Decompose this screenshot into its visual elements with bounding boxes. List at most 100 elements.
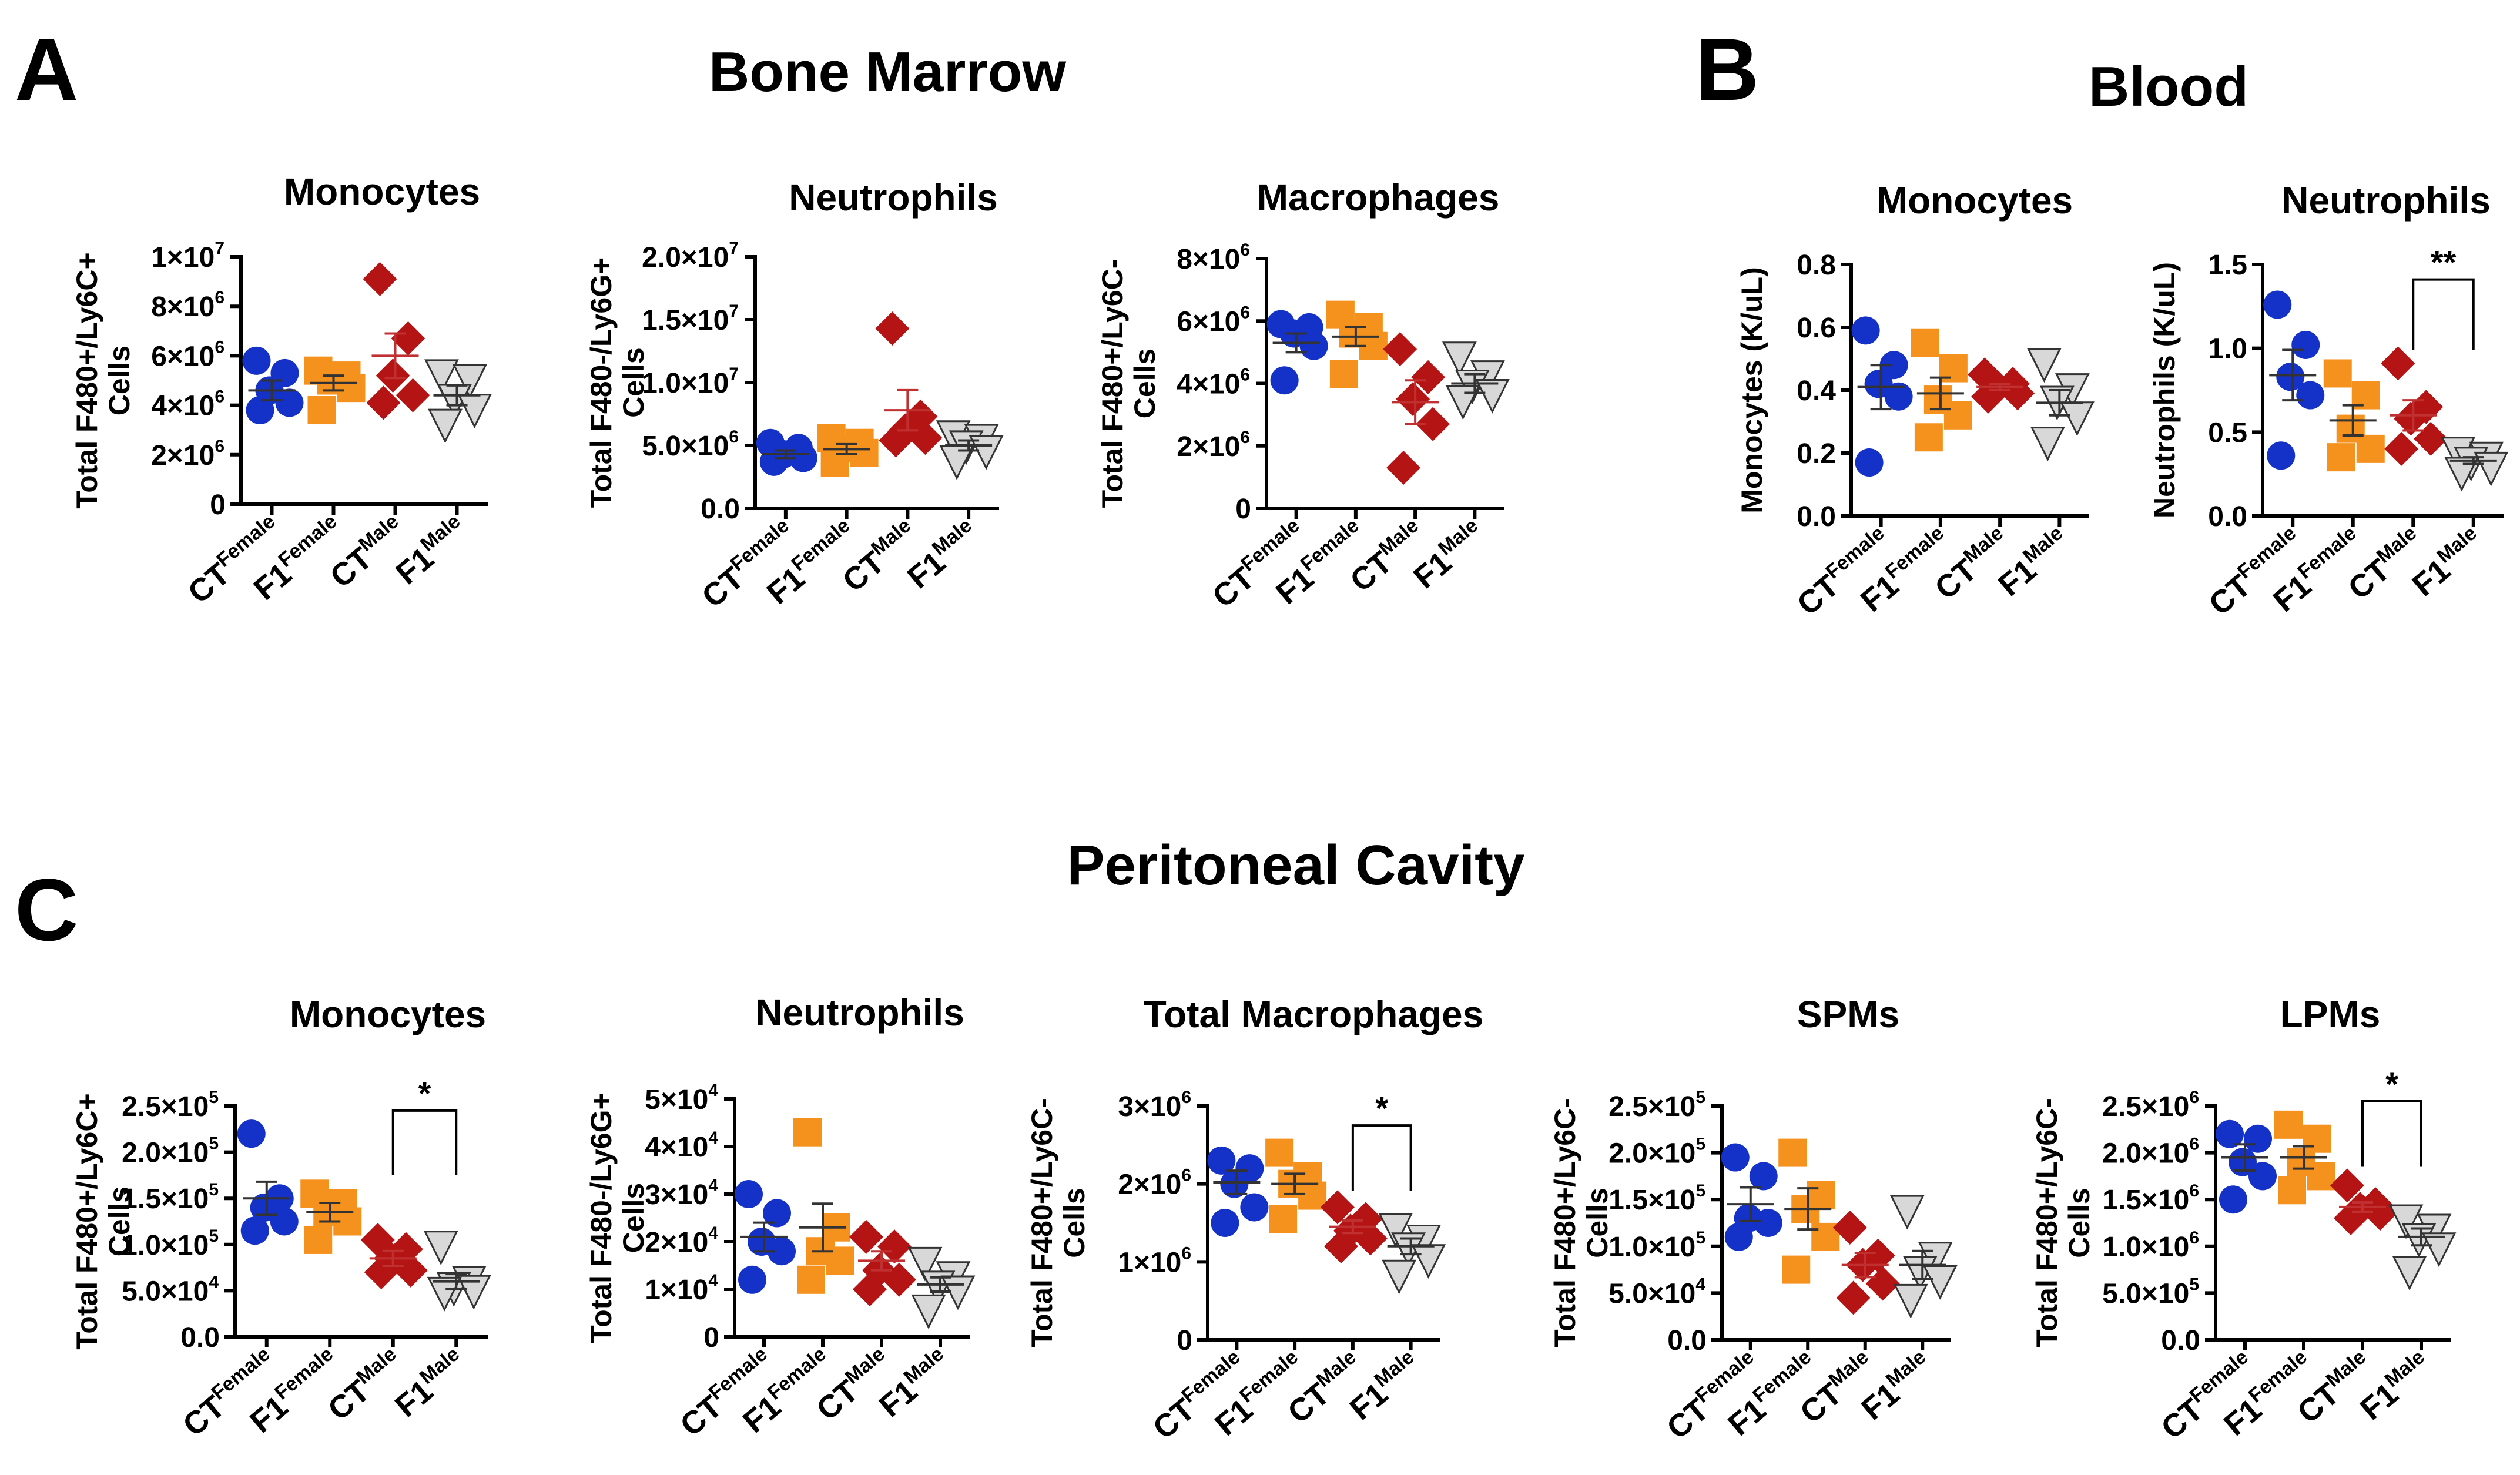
y-tick-label: 2×106 — [151, 437, 224, 471]
data-point-ct-female — [275, 388, 304, 417]
data-point-ct-female — [1721, 1143, 1750, 1172]
significance-bracket — [1351, 1124, 1412, 1191]
y-tick-label: 1.0×105 — [1608, 1228, 1705, 1263]
y-tick-label: 8×106 — [1177, 240, 1250, 275]
y-axis-label: Cells — [1581, 1188, 1614, 1258]
data-point-ct-female — [2276, 363, 2305, 391]
data-point-f1-male — [1889, 1195, 1925, 1230]
data-point-ct-male — [2384, 431, 2419, 466]
y-tick-label: 6×106 — [151, 337, 224, 372]
y-axis-label: Cells — [617, 347, 650, 418]
y-axis-label: Total F480-/Ly6G+ — [585, 257, 618, 508]
y-tick-label: 1.0 — [2208, 334, 2247, 365]
chart-title: LPMs — [2280, 993, 2381, 1035]
chart-title: Monocytes — [1876, 179, 2073, 222]
data-point-ct-female — [2216, 1119, 2244, 1148]
data-point-ct-male — [1386, 450, 1421, 485]
data-point-ct-male — [393, 1253, 428, 1288]
data-point-ct-male — [2394, 401, 2428, 436]
charts-layer: Monocytes 0 2×106 4×106 6×106 8×106 1×107 Total… — [71, 170, 2509, 1446]
data-point-ct-female — [2244, 1124, 2272, 1153]
data-point-ct-male — [1323, 1229, 1358, 1263]
y-tick-label: 4×104 — [645, 1128, 718, 1163]
y-axis-label: Cells — [617, 1183, 650, 1253]
data-point-ct-female — [768, 1237, 796, 1266]
chart-1: Neutrophils 0.0 5.0×106 1.0×107 1.5×107 2.0×1… — [585, 176, 1004, 615]
y-tick-label: 2.5×105 — [122, 1088, 219, 1122]
data-point-ct-male — [2330, 1168, 2364, 1203]
data-point-f1-male — [1382, 1259, 1417, 1295]
y-tick-label: 3×106 — [1118, 1088, 1191, 1122]
y-tick-label: 0.0 — [701, 494, 740, 525]
data-point-ct-female — [2229, 1148, 2257, 1176]
y-tick-label: 0 — [703, 1322, 719, 1353]
data-point-ct-male — [1865, 1266, 1900, 1301]
data-point-ct-male — [1353, 1221, 1388, 1256]
significance-label: * — [1375, 1090, 1388, 1127]
data-point-f1-female — [1265, 1138, 1294, 1167]
y-tick-label: 0.0 — [2208, 501, 2247, 532]
y-axis-label: Cells — [1128, 348, 1161, 419]
data-point-ct-female — [1724, 1222, 1753, 1251]
y-tick-label: 1×104 — [645, 1271, 718, 1306]
section-title-bone-marrow: Bone Marrow — [709, 41, 1066, 103]
data-point-ct-female — [1851, 316, 1880, 345]
data-point-f1-male — [456, 1275, 491, 1310]
data-point-f1-male — [2026, 348, 2062, 383]
data-point-f1-male — [457, 394, 492, 429]
chart-4: Neutrophils 0.0 0.5 1.0 1.5 Neutrophils (K/uL… — [2148, 179, 2509, 622]
data-point-ct-female — [1879, 351, 1908, 380]
data-point-ct-male — [875, 311, 910, 346]
data-point-ct-female — [738, 1265, 766, 1294]
data-point-f1-male — [1893, 1283, 1928, 1319]
y-tick-label: 3×104 — [645, 1176, 718, 1211]
data-point-ct-male — [1836, 1280, 1871, 1315]
data-point-f1-male — [969, 435, 1004, 470]
y-tick-label: 0.0 — [1667, 1325, 1707, 1356]
chart-5: Monocytes 0.0 5.0×104 1.0×105 1.5×105 2.0×105… — [71, 993, 491, 1443]
data-point-ct-female — [2263, 290, 2292, 319]
data-point-ct-female — [2219, 1185, 2247, 1214]
chart-title: SPMs — [1797, 993, 1899, 1035]
data-point-f1-female — [2356, 434, 2385, 463]
data-point-f1-male — [2392, 1256, 2427, 1290]
significance-label: * — [418, 1075, 431, 1112]
y-axis-label: Total F480+/Ly6C- — [1549, 1098, 1581, 1347]
y-tick-label: 1.0×106 — [2102, 1228, 2199, 1263]
chart-title: Neutrophils — [2281, 179, 2491, 222]
y-tick-label: 2.5×105 — [1608, 1088, 1705, 1122]
y-tick-label: 1×107 — [151, 239, 224, 273]
y-tick-label: 8×106 — [151, 288, 224, 323]
chart-3: Monocytes 0.0 0.2 0.4 0.6 0.8 Monocytes (K/uL)… — [1735, 179, 2095, 622]
chart-0: Monocytes 0 2×106 4×106 6×106 8×106 1×107 Total… — [71, 170, 492, 611]
y-tick-label: 0 — [1235, 494, 1251, 525]
y-tick-label: 5×104 — [645, 1081, 718, 1115]
y-axis-label: Cells — [103, 346, 136, 416]
data-point-ct-female — [246, 396, 274, 425]
chart-8: SPMs 0.0 5.0×104 1.0×105 1.5×105 2.0×105 2.5×1… — [1549, 993, 1958, 1446]
data-point-f1-male — [911, 1294, 946, 1329]
data-point-ct-male — [1396, 382, 1430, 417]
data-point-ct-male — [366, 385, 401, 420]
data-point-ct-female — [270, 1207, 299, 1236]
y-tick-label: 0.8 — [1797, 250, 1836, 281]
data-point-ct-male — [1411, 360, 1446, 394]
y-tick-label: 1.5×107 — [642, 301, 739, 336]
y-tick-label: 0 — [210, 490, 226, 521]
x-category-label-f1-male: F1Male — [387, 1343, 474, 1424]
y-tick-label: 2×106 — [1177, 428, 1250, 462]
panel-letter-a: A — [15, 20, 78, 119]
data-point-ct-female — [1855, 448, 1884, 477]
data-point-ct-female — [1211, 1209, 1239, 1237]
data-point-ct-male — [879, 423, 913, 458]
y-tick-label: 5.0×104 — [1608, 1275, 1705, 1309]
data-point-f1-female — [1329, 360, 1358, 388]
data-point-ct-female — [2248, 1162, 2277, 1191]
y-axis-label: Total F480-/Ly6G+ — [585, 1092, 618, 1343]
x-category-label-f1-male: F1Male — [388, 510, 474, 591]
significance-bracket — [2412, 278, 2475, 350]
data-point-f1-male — [2030, 427, 2065, 461]
chart-title: Macrophages — [1257, 176, 1500, 219]
data-point-f1-male — [1411, 1244, 1446, 1279]
panel-letter-c: C — [15, 860, 78, 959]
